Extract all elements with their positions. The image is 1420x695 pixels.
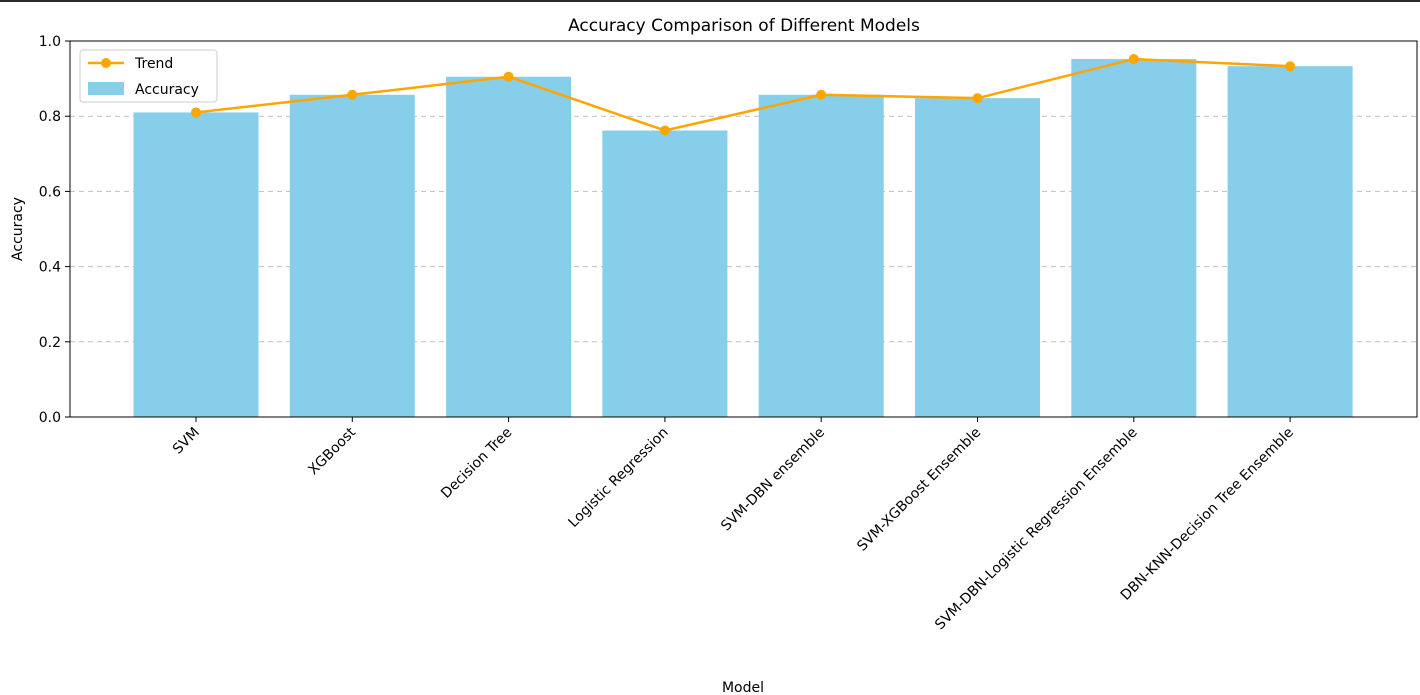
x-tick-label: DBN-KNN-Decision Tree Ensemble	[1118, 425, 1297, 604]
trend-point	[816, 89, 827, 100]
y-tick-label: 1.0	[39, 34, 61, 50]
x-tick-label: SVM-DBN ensemble	[718, 425, 828, 535]
x-tick-label: SVM	[170, 425, 203, 458]
trend-point	[659, 125, 670, 136]
y-axis-ticks: 0.0 0.2 0.4 0.6 0.8 1.0	[39, 34, 70, 426]
bar-accuracy	[758, 94, 884, 417]
trend-point	[191, 107, 201, 118]
y-tick-label: 0.8	[39, 109, 61, 125]
x-tick-label: Decision Tree	[438, 425, 515, 502]
trend-point	[347, 89, 358, 100]
y-tick-label: 0.4	[39, 260, 61, 276]
bar-accuracy	[446, 76, 572, 417]
y-tick-label: 0.0	[39, 410, 61, 426]
x-tick-label: XGBoost	[305, 424, 359, 478]
bar-accuracy	[289, 94, 415, 417]
x-axis-title: Model	[722, 680, 764, 695]
chart-title: Accuracy Comparison of Different Models	[568, 16, 920, 36]
grid-lines	[70, 115, 1417, 343]
legend-accuracy-swatch	[88, 82, 124, 95]
y-tick-label: 0.2	[39, 335, 61, 351]
y-axis-title: Accuracy	[10, 197, 26, 261]
legend-trend-marker-swatch	[101, 58, 111, 68]
trend-point	[1128, 54, 1139, 65]
bars	[133, 59, 1353, 417]
plot-area-frame	[69, 40, 1418, 418]
top-border	[0, 0, 1420, 2]
bar-accuracy	[1071, 59, 1197, 417]
trend-line	[195, 57, 1291, 132]
bar-accuracy	[915, 98, 1040, 417]
trend-point	[1285, 61, 1296, 72]
legend: Trend Accuracy	[79, 49, 218, 103]
bar-accuracy	[1227, 66, 1353, 417]
bar-accuracy	[602, 130, 728, 417]
trend-point	[503, 71, 514, 82]
x-axis-ticks: SVM XGBoost Decision Tree Logistic Regressi…	[170, 417, 1297, 633]
legend-accuracy-label: Accuracy	[135, 82, 199, 98]
trend-point	[972, 93, 983, 104]
x-tick-label: SVM-XGBoost Ensemble	[854, 425, 984, 555]
x-tick-label: Logistic Regression	[565, 425, 671, 531]
y-tick-label: 0.6	[39, 184, 61, 200]
trend-line-group	[191, 54, 1296, 136]
bar-accuracy	[133, 112, 259, 417]
legend-trend-label: Trend	[134, 56, 173, 72]
